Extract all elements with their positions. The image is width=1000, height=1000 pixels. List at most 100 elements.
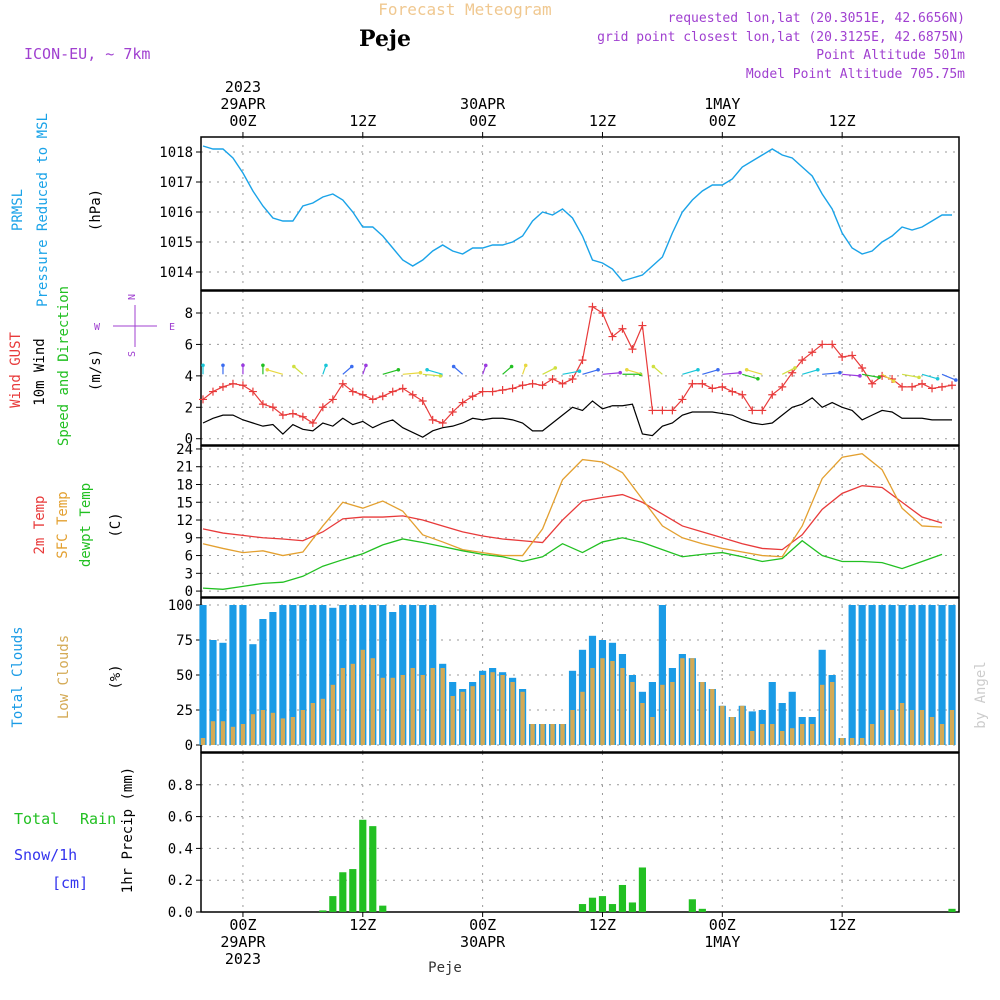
- gust-marker: [838, 353, 847, 361]
- low-cloud-bar: [879, 710, 885, 745]
- gust-marker: [258, 400, 267, 409]
- low-cloud-bar: [440, 668, 445, 745]
- gust-marker: [198, 395, 207, 404]
- compass-n: N: [127, 294, 138, 300]
- total-cloud-bar: [858, 605, 866, 745]
- low-cloud-bar: [610, 661, 615, 745]
- y-tick-label: 8: [185, 306, 193, 322]
- gust-marker: [378, 392, 387, 401]
- low-cloud-bar: [310, 703, 316, 745]
- gust-marker: [538, 381, 547, 390]
- gust-marker: [398, 384, 407, 393]
- gust-marker: [658, 406, 667, 415]
- gust-marker: [448, 408, 457, 416]
- total-cloud-bar: [778, 703, 786, 745]
- gust-marker: [948, 381, 957, 390]
- total-cloud-bar: [888, 605, 896, 745]
- gust-marker: [758, 406, 767, 415]
- rain-bar: [578, 904, 587, 912]
- y-tick-label: 1015: [159, 235, 193, 251]
- y-tick-label: 21: [176, 460, 193, 476]
- gust-marker: [248, 387, 257, 396]
- gust-marker: [328, 395, 337, 404]
- low-cloud-bar: [390, 677, 395, 745]
- gust-marker: [238, 381, 247, 390]
- rain-bar: [638, 867, 647, 912]
- low-cloud-bar: [720, 705, 725, 745]
- wind-direction-arrow: [842, 373, 860, 377]
- total-cloud-bar: [748, 711, 756, 745]
- wind-direction-arrow: [582, 369, 599, 375]
- gust-marker: [788, 368, 797, 377]
- total-cloud-bar: [868, 605, 876, 745]
- wind-direction-arrow: [901, 373, 920, 378]
- gust-marker: [678, 395, 687, 404]
- wind-direction-arrow: [626, 369, 643, 375]
- precip-label-rain: Rain: [80, 810, 116, 828]
- wind-direction-arrow: [426, 369, 443, 375]
- wind-direction-arrow: [682, 369, 699, 375]
- wind-direction-arrow: [781, 367, 796, 375]
- pressure-labels: PRMSL Pressure Reduced to MSL (hPa): [10, 113, 104, 307]
- wind-arrow-head: [596, 367, 600, 372]
- total-cloud-bar: [648, 682, 656, 745]
- wind-direction-arrow: [702, 369, 719, 375]
- wind-arrow-head: [935, 376, 940, 381]
- wind-arrow-head: [241, 363, 245, 368]
- total-cloud-bar: [329, 607, 337, 745]
- wind-arrow-head: [625, 367, 629, 372]
- total-cloud-bar: [219, 642, 227, 745]
- gust-line: [202, 305, 953, 424]
- time-label-bottom: 29APR: [220, 933, 266, 951]
- time-label-top: 30APR: [460, 95, 506, 113]
- low-cloud-bar: [400, 675, 405, 745]
- panel-wind: 0 2 4 6 8: [185, 290, 960, 448]
- gust-marker: [938, 382, 947, 391]
- low-cloud-bar: [889, 710, 895, 745]
- gust-marker: [388, 387, 397, 396]
- y-tick-label: 0: [185, 738, 193, 754]
- gust-marker: [608, 332, 617, 341]
- rain-bar: [608, 904, 617, 912]
- low-cloud-bar: [230, 726, 236, 745]
- gust-marker: [858, 364, 867, 372]
- wind-arrow-head: [858, 374, 862, 378]
- gust-marker: [278, 411, 287, 420]
- wind-arrow-head: [577, 369, 582, 374]
- gust-marker: [568, 375, 577, 383]
- rain-bar: [329, 896, 337, 912]
- y-tick-label: 0.6: [168, 810, 193, 826]
- low-cloud-bar: [270, 712, 276, 745]
- pressure-label-2: Pressure Reduced to MSL: [35, 113, 51, 307]
- low-cloud-bar: [210, 721, 216, 745]
- total-cloud-bar: [878, 605, 886, 745]
- total-cloud-bar: [239, 605, 247, 745]
- compass-e: E: [169, 322, 175, 333]
- rain-bar: [369, 826, 377, 912]
- gust-marker: [718, 382, 727, 391]
- wind-direction-arrow: [342, 366, 353, 375]
- gust-marker: [348, 387, 357, 396]
- gust-marker: [408, 390, 417, 399]
- low-cloud-bar: [220, 721, 226, 745]
- time-label-top: 12Z: [349, 112, 376, 130]
- y-tick-label: 15: [176, 495, 193, 511]
- low-cloud-bar: [849, 738, 855, 745]
- low-cloud-bar: [600, 658, 605, 745]
- wind-arrow-head: [324, 363, 328, 368]
- time-label-bottom: 00Z: [469, 916, 496, 934]
- low-cloud-bar: [410, 668, 415, 745]
- low-cloud-bar: [630, 682, 635, 745]
- low-cloud-bar: [520, 691, 525, 745]
- low-cloud-bar: [740, 705, 745, 745]
- y-tick-label: 1018: [159, 145, 193, 161]
- low-cloud-bar: [710, 689, 715, 745]
- low-cloud-bar: [620, 668, 625, 745]
- low-cloud-bar: [670, 682, 675, 745]
- temp-label-2m: 2m Temp: [32, 495, 48, 554]
- rain-bar: [588, 897, 597, 912]
- wind-direction-arrow: [652, 366, 663, 375]
- low-cloud-bar: [450, 696, 455, 745]
- low-cloud-bar: [550, 724, 555, 745]
- gust-marker: [548, 375, 557, 383]
